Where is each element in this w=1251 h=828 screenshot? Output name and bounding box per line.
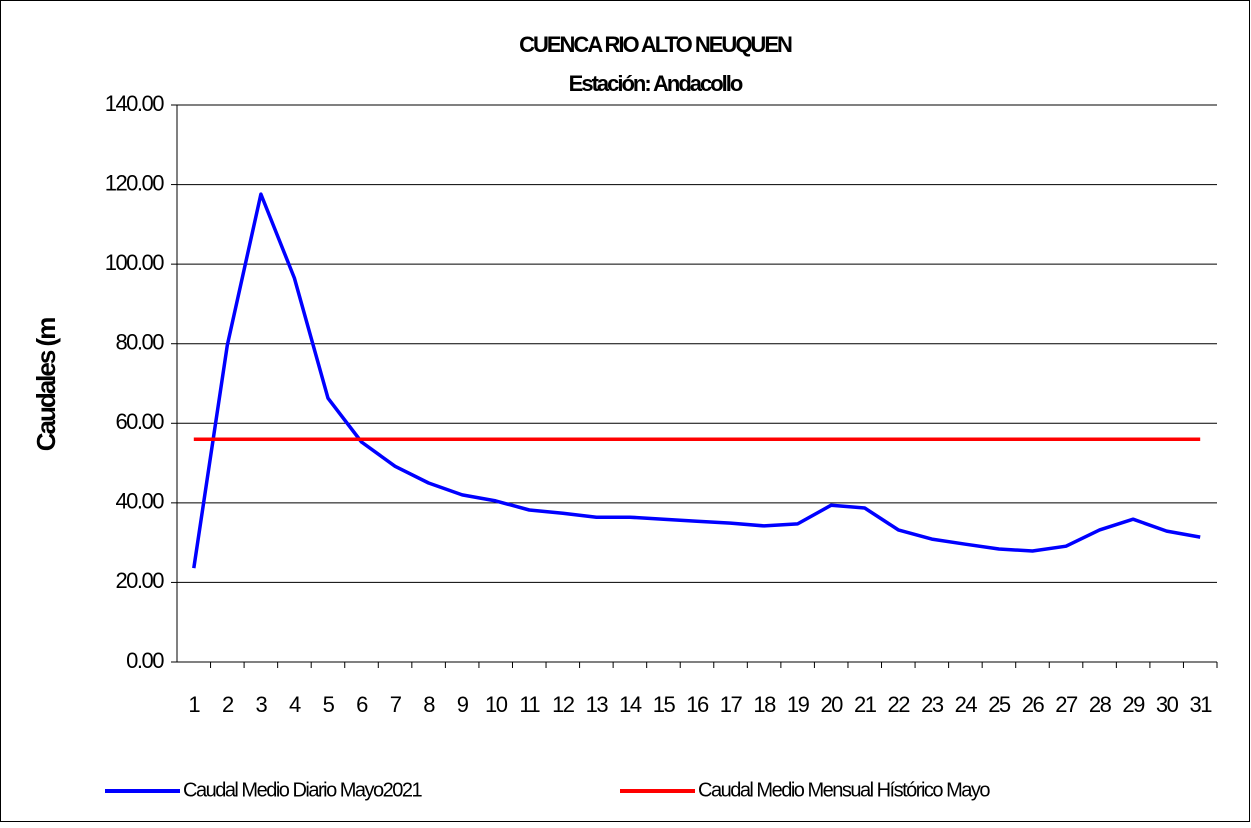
x-tick-label: 2	[222, 692, 234, 717]
x-tick-label: 22	[888, 692, 911, 717]
x-tick-label: 3	[255, 692, 267, 717]
x-tick-label: 25	[988, 692, 1011, 717]
x-tick-label: 1	[188, 692, 200, 717]
y-tick-label: 40.00	[115, 489, 164, 514]
x-tick-label: 4	[289, 692, 301, 717]
x-tick-label: 23	[921, 692, 944, 717]
x-tick-label: 15	[653, 692, 676, 717]
x-tick-label: 26	[1022, 692, 1045, 717]
series-line	[192, 192, 1201, 569]
x-tick-label: 21	[854, 692, 877, 717]
legend-label: Caudal Medio Mensual Hístórico Mayo	[698, 779, 990, 801]
x-tick-label: 18	[753, 692, 776, 717]
y-tick-label: 0.00	[126, 648, 164, 673]
y-tick-label: 140.00	[105, 91, 165, 116]
x-tick-label: 30	[1156, 692, 1179, 717]
y-tick-label: 120.00	[105, 170, 165, 195]
x-tick-label: 10	[485, 692, 508, 717]
chart-subtitle: Estación: Andacollo	[569, 71, 743, 96]
x-tick-label: 20	[820, 692, 843, 717]
y-axis-label: Caudales (m	[31, 318, 61, 451]
y-tick-label: 60.00	[115, 409, 164, 434]
x-tick-label: 27	[1055, 692, 1078, 717]
y-tick-label: 80.00	[115, 330, 164, 355]
x-tick-label: 13	[586, 692, 609, 717]
x-tick-label: 8	[423, 692, 435, 717]
x-tick-label: 24	[955, 692, 978, 717]
x-tick-label: 9	[457, 692, 469, 717]
x-tick-label: 7	[390, 692, 402, 717]
chart-title: CUENCA RIO ALTO NEUQUEN	[519, 32, 792, 57]
x-tick-label: 29	[1122, 692, 1145, 717]
x-tick-label: 28	[1089, 692, 1112, 717]
y-tick-label: 20.00	[115, 568, 164, 593]
x-tick-label: 11	[519, 692, 540, 717]
y-tick-label: 100.00	[105, 250, 165, 275]
legend-label: Caudal Medio Diario Mayo2021	[183, 779, 423, 801]
x-tick-label: 17	[720, 692, 743, 717]
x-tick-label: 5	[323, 692, 335, 717]
x-tick-label: 14	[619, 692, 642, 717]
x-tick-label: 6	[356, 692, 368, 717]
x-tick-label: 12	[552, 692, 575, 717]
x-tick-label: 19	[787, 692, 810, 717]
x-tick-label: 16	[686, 692, 709, 717]
x-tick-label: 31	[1189, 692, 1212, 717]
